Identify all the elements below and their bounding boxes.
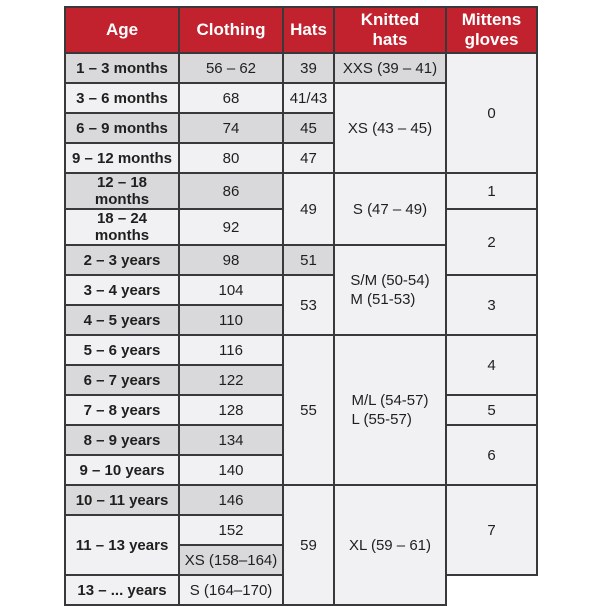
table-row: 3 – 4 years 104 53 3 [64,274,538,337]
cell-knitted-hats: XXS (39 – 41) [333,52,447,85]
cell-hats: 49 [282,172,335,247]
size-table-body: 1 – 3 months 56 – 62 39 XXS (39 – 41) 0 3 – 6… [64,52,538,606]
header-hats: Hats [282,5,335,55]
cell-age: 13 – ... years [64,574,180,606]
table-row: 13 – ... years S (164–170) [64,574,537,606]
cell-age: 8 – 9 years [64,424,180,457]
table-row: 11 – 13 years 152 [64,514,537,577]
cell-clothing: 56 – 62 [178,52,284,85]
cell-clothing: 128 [178,394,284,427]
cell-age: 18 – 24 months [64,208,180,247]
cell-clothing: 68 [178,82,284,115]
cell-age: 5 – 6 years [64,334,180,367]
header-clothing: Clothing [178,5,284,55]
cell-clothing: 80 [178,142,284,175]
table-row: 1 – 3 months 56 – 62 39 XXS (39 – 41) 0 [64,52,538,175]
cell-clothing: 74 [178,112,284,145]
cell-mittens-gloves: 4 [445,334,538,397]
cell-mittens-gloves: 6 [445,424,538,487]
table-row: 2 – 3 years 98 51 S/M (50-54) M (51-53) [64,244,537,337]
cell-knitted-hats: M/L (54-57) L (55-57) [333,334,447,487]
cell-age: 9 – 12 months [64,142,180,175]
cell-age: 7 – 8 years [64,394,180,427]
cell-clothing: 146 [178,484,284,517]
cell-age: 9 – 10 years [64,454,180,487]
cell-mittens-gloves: 0 [445,52,538,175]
cell-clothing: 140 [178,454,284,487]
cell-mittens-gloves: 7 [445,484,538,577]
header-row: Age Clothing Hats Knitted hats Mittens g… [64,5,538,55]
cell-mittens-gloves: 3 [445,274,538,337]
cell-age: 4 – 5 years [64,304,180,337]
cell-clothing: 86 [178,172,284,211]
header-hats-label: Hats [290,20,327,40]
cell-age: 3 – 6 months [64,82,180,115]
cell-clothing: 110 [178,304,284,337]
size-chart-table: Age Clothing Hats Knitted hats Mittens g… [64,5,538,606]
table-row: 4 – 5 years 110 [64,304,537,337]
table-row: 3 – 6 months 68 41/43 XS (43 – 45) [64,82,537,175]
cell-knitted-hats: S (47 – 49) [333,172,447,247]
table-row: 7 – 8 years 128 5 [64,394,538,427]
cell-clothing: S (164–170) [178,574,284,606]
cell-clothing: XS (158–164) [178,544,284,577]
cell-hats: 53 [282,274,335,337]
cell-clothing: 92 [178,208,284,247]
cell-clothing: 134 [178,424,284,457]
header-clothing-label: Clothing [196,20,266,40]
cell-age: 12 – 18 months [64,172,180,211]
cell-mittens-gloves: 2 [445,208,538,277]
cell-age: 6 – 7 years [64,364,180,397]
cell-hats: 41/43 [282,82,335,115]
cell-hats: 59 [282,484,335,606]
table-row: 6 – 9 months 74 45 [64,112,537,145]
cell-age: 2 – 3 years [64,244,180,277]
table-row: XS (158–164) [65,544,537,577]
table-header: Age Clothing Hats Knitted hats Mittens g… [64,5,538,55]
cell-mittens-gloves: 5 [445,394,538,427]
header-age-label: Age [105,20,139,40]
cell-hats: 51 [282,244,335,277]
cell-hats: 45 [282,112,335,145]
table-row: 10 – 11 years 146 59 XL (59 – 61) 7 [64,484,538,606]
cell-hats: 39 [282,52,335,85]
header-age: Age [64,5,180,55]
multiline-size-label: M/L (54-57) L (55-57) [351,391,429,429]
cell-hats: 55 [282,334,335,487]
cell-age: 6 – 9 months [64,112,180,145]
header-mittens-gloves-label: Mittens gloves [461,10,522,50]
table-row: 9 – 12 months 80 47 [64,142,537,175]
multiline-size-label: S/M (50-54) M (51-53) [350,271,430,309]
cell-knitted-hats: XS (43 – 45) [333,82,447,175]
cell-age: 3 – 4 years [64,274,180,307]
table-row: 9 – 10 years 140 [64,454,537,487]
cell-clothing: 116 [178,334,284,367]
cell-age: 11 – 13 years [64,514,180,577]
header-knitted-hats: Knitted hats [333,5,447,55]
cell-clothing: 122 [178,364,284,397]
table-row: 6 – 7 years 122 [64,364,537,397]
cell-hats: 47 [282,142,335,175]
cell-clothing: 98 [178,244,284,277]
cell-knitted-hats: XL (59 – 61) [333,484,447,606]
cell-mittens-gloves: 1 [445,172,538,211]
cell-knitted-hats: S/M (50-54) M (51-53) [333,244,447,337]
table-row: 5 – 6 years 116 55 M/L (54-57) L (55-57) 4 [64,334,538,487]
header-mittens-gloves: Mittens gloves [445,5,538,55]
cell-age: 10 – 11 years [64,484,180,517]
cell-clothing: 104 [178,274,284,307]
table-row: 12 – 18 months 86 49 S (47 – 49) 1 [64,172,538,247]
cell-age: 1 – 3 months [64,52,180,85]
cell-clothing: 152 [178,514,284,547]
table-row: 18 – 24 months 92 2 [64,208,538,277]
header-knitted-hats-label: Knitted hats [360,10,420,50]
table-row: 8 – 9 years 134 6 [64,424,538,487]
